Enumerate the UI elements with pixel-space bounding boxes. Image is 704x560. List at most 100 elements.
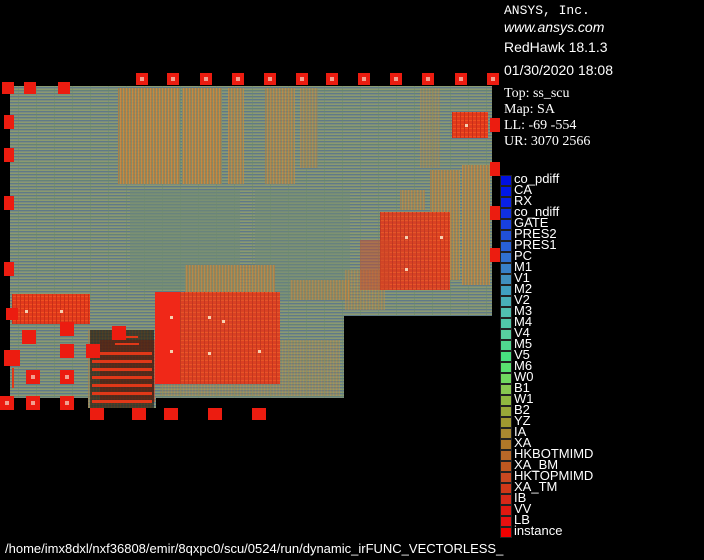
legend-swatch xyxy=(500,175,512,186)
legend-label: M4 xyxy=(514,314,533,329)
website-label: www.ansys.com xyxy=(504,19,605,35)
legend-label: co_ndiff xyxy=(514,204,560,219)
legend-label: W1 xyxy=(514,391,534,406)
legend-item-ia[interactable]: IA xyxy=(500,424,700,439)
legend-label: PC xyxy=(514,248,533,263)
legend-item-xa-bm[interactable]: XA_BM xyxy=(500,457,700,472)
legend-label: XA_BM xyxy=(514,457,559,472)
legend-item-v2[interactable]: V2 xyxy=(500,292,700,307)
legend-item-yz[interactable]: YZ xyxy=(500,413,700,428)
legend-swatch xyxy=(500,384,512,395)
pad-centers xyxy=(5,77,495,405)
legend-swatch xyxy=(500,395,512,406)
io-pads xyxy=(0,73,500,420)
legend-label: GATE xyxy=(514,215,549,230)
legend-item-m1[interactable]: M1 xyxy=(500,259,700,274)
legend-label: XA_TM xyxy=(514,479,558,494)
datetime-label: 01/30/2020 18:08 xyxy=(504,62,613,78)
legend-item-co-ndiff[interactable]: co_ndiff xyxy=(500,204,700,219)
legend-item-m6[interactable]: M6 xyxy=(500,358,700,373)
legend-swatch xyxy=(500,472,512,483)
legend-swatch xyxy=(500,329,512,340)
legend-swatch xyxy=(500,351,512,362)
legend-swatch xyxy=(500,483,512,494)
legend-label: M6 xyxy=(514,358,533,373)
legend-item-b1[interactable]: B1 xyxy=(500,381,700,395)
legend-swatch xyxy=(500,461,512,472)
legend-label: IB xyxy=(514,490,527,505)
legend-item-b2[interactable]: B2 xyxy=(500,402,700,417)
legend-item-hkbotmimd[interactable]: HKBOTMIMD xyxy=(500,447,700,461)
legend-label: CA xyxy=(514,182,533,197)
legend-label: YZ xyxy=(514,413,531,428)
legend-label: RX xyxy=(514,193,533,208)
legend-label: co_pdiff xyxy=(514,171,560,186)
legend-label: HKTOPMIMD xyxy=(514,468,594,483)
legend-item-pc[interactable]: PC xyxy=(500,248,700,263)
legend-swatch xyxy=(500,428,512,439)
top-cell-label: Top: ss_scu xyxy=(504,86,570,101)
legend-label: LB xyxy=(514,512,530,527)
legend-swatch xyxy=(500,318,512,329)
legend-swatch xyxy=(500,505,512,516)
legend-swatch xyxy=(500,307,512,318)
upper-right-coords: UR: 3070 2566 xyxy=(504,134,591,149)
legend-item-ca[interactable]: CA xyxy=(500,182,700,197)
legend-swatch xyxy=(500,439,512,450)
legend-label: instance xyxy=(514,523,563,538)
legend-swatch xyxy=(500,494,512,505)
legend-label: V5 xyxy=(514,347,530,362)
legend-swatch xyxy=(500,197,512,208)
legend-swatch xyxy=(500,417,512,428)
hotspot-dots xyxy=(25,124,468,355)
legend-item-m3[interactable]: M3 xyxy=(500,304,700,318)
legend-item-vv[interactable]: VV xyxy=(500,501,700,516)
legend-label: W0 xyxy=(514,369,534,384)
legend-swatch xyxy=(500,208,512,219)
legend-item-rx[interactable]: RX xyxy=(500,193,700,208)
legend-item-lb[interactable]: LB xyxy=(500,512,700,527)
legend-swatch xyxy=(500,373,512,384)
legend-label: M5 xyxy=(514,336,533,351)
legend-swatch xyxy=(500,296,512,307)
legend-label: M2 xyxy=(514,281,533,296)
legend-swatch xyxy=(500,362,512,373)
legend-swatch xyxy=(500,285,512,296)
legend-swatch xyxy=(500,219,512,230)
legend-item-pres2[interactable]: PRES2 xyxy=(500,226,700,241)
io-bars xyxy=(12,330,154,410)
legend-swatch xyxy=(500,241,512,252)
legend-label: PRES2 xyxy=(514,226,557,241)
legend-item-gate[interactable]: GATE xyxy=(500,215,700,230)
legend-label: B2 xyxy=(514,402,530,417)
legend-label: M1 xyxy=(514,259,533,274)
legend-swatch xyxy=(500,340,512,351)
legend-item-v1[interactable]: V1 xyxy=(500,271,700,285)
legend-item-m5[interactable]: M5 xyxy=(500,336,700,351)
legend-item-m2[interactable]: M2 xyxy=(500,281,700,296)
legend-item-w1[interactable]: W1 xyxy=(500,391,700,406)
legend-label: VV xyxy=(514,501,532,516)
legend-label: V4 xyxy=(514,325,530,340)
legend-label: V2 xyxy=(514,292,530,307)
legend-item-v4[interactable]: V4 xyxy=(500,325,700,340)
legend-item-ib[interactable]: IB xyxy=(500,490,700,505)
legend-swatch xyxy=(500,186,512,197)
legend-label: IA xyxy=(514,424,527,439)
legend-item-xa-tm[interactable]: XA_TM xyxy=(500,479,700,494)
legend-item-instance[interactable]: instance xyxy=(500,523,700,538)
legend-swatch xyxy=(500,252,512,263)
legend-label: XA xyxy=(514,435,532,450)
legend-item-w0[interactable]: W0 xyxy=(500,369,700,384)
legend-swatch xyxy=(500,263,512,274)
legend-item-xa[interactable]: XA xyxy=(500,435,700,450)
legend-swatch xyxy=(500,527,512,538)
legend-swatch xyxy=(500,406,512,417)
legend-item-m4[interactable]: M4 xyxy=(500,314,700,329)
legend-item-pres1[interactable]: PRES1 xyxy=(500,238,700,252)
legend-item-co-pdiff[interactable]: co_pdiff xyxy=(500,171,700,186)
legend-item-v5[interactable]: V5 xyxy=(500,347,700,362)
product-version: RedHawk 18.1.3 xyxy=(504,39,608,55)
legend-item-hktopmimd[interactable]: HKTOPMIMD xyxy=(500,468,700,483)
